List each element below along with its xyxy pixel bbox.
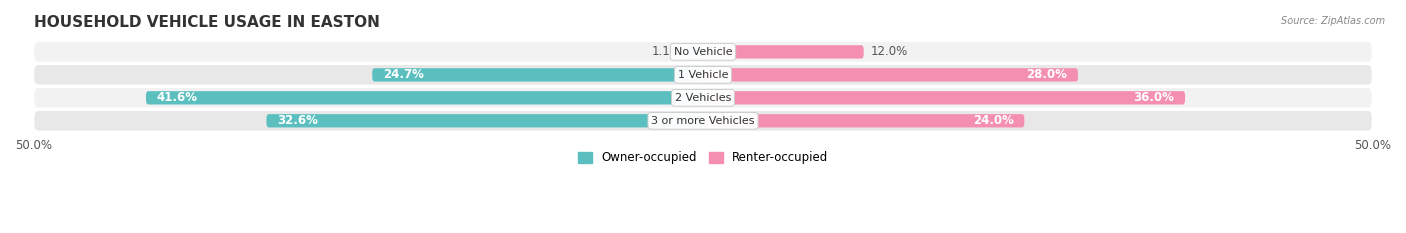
- Text: Source: ZipAtlas.com: Source: ZipAtlas.com: [1281, 16, 1385, 26]
- Text: 36.0%: 36.0%: [1133, 91, 1174, 104]
- Text: 12.0%: 12.0%: [870, 45, 908, 58]
- Text: 1 Vehicle: 1 Vehicle: [678, 70, 728, 80]
- Text: 24.7%: 24.7%: [382, 68, 423, 81]
- FancyBboxPatch shape: [689, 45, 703, 58]
- Text: HOUSEHOLD VEHICLE USAGE IN EASTON: HOUSEHOLD VEHICLE USAGE IN EASTON: [34, 15, 380, 30]
- FancyBboxPatch shape: [267, 114, 703, 127]
- Text: 2 Vehicles: 2 Vehicles: [675, 93, 731, 103]
- FancyBboxPatch shape: [146, 91, 703, 104]
- Text: 28.0%: 28.0%: [1026, 68, 1067, 81]
- FancyBboxPatch shape: [703, 91, 1185, 104]
- Text: 24.0%: 24.0%: [973, 114, 1014, 127]
- FancyBboxPatch shape: [373, 68, 703, 82]
- FancyBboxPatch shape: [34, 110, 1372, 132]
- Text: No Vehicle: No Vehicle: [673, 47, 733, 57]
- FancyBboxPatch shape: [34, 87, 1372, 109]
- Text: 41.6%: 41.6%: [156, 91, 198, 104]
- FancyBboxPatch shape: [703, 45, 863, 58]
- Text: 32.6%: 32.6%: [277, 114, 318, 127]
- Legend: Owner-occupied, Renter-occupied: Owner-occupied, Renter-occupied: [572, 147, 834, 169]
- FancyBboxPatch shape: [703, 68, 1078, 82]
- Text: 3 or more Vehicles: 3 or more Vehicles: [651, 116, 755, 126]
- FancyBboxPatch shape: [34, 64, 1372, 86]
- FancyBboxPatch shape: [34, 41, 1372, 63]
- FancyBboxPatch shape: [703, 114, 1025, 127]
- Text: 1.1%: 1.1%: [652, 45, 682, 58]
